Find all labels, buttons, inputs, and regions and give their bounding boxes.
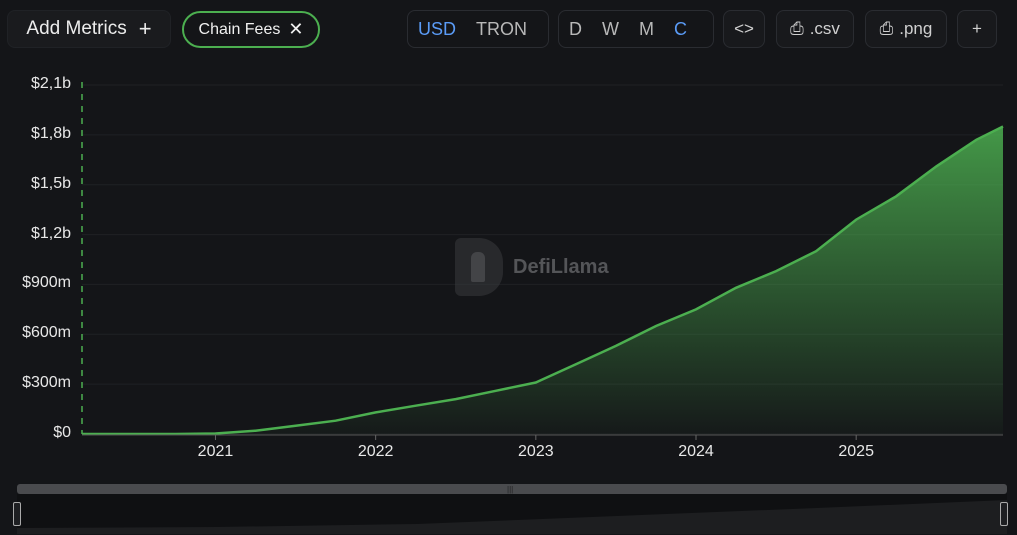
png-label: .png	[899, 19, 933, 38]
close-icon[interactable]: ✕	[288, 19, 304, 39]
y-tick-label: $1,8b	[30, 124, 71, 142]
currency-toggle: USD TRON	[407, 10, 549, 48]
x-tick-label: 2022	[357, 443, 394, 460]
range-handle-right[interactable]	[1000, 502, 1008, 526]
range-brush-preview[interactable]	[17, 494, 1007, 534]
metric-chip-chain-fees[interactable]: Chain Fees ✕	[182, 11, 320, 48]
range-scrollbar[interactable]: |||	[17, 484, 1007, 494]
x-tick-label: 2025	[838, 443, 874, 460]
download-file-icon: ⎙	[879, 19, 894, 38]
series-area	[82, 126, 1003, 434]
download-png-button[interactable]: ⎙ .png	[865, 10, 947, 48]
csv-label: .csv	[809, 19, 840, 38]
x-tick-label: 2024	[678, 443, 714, 460]
granularity-option-c[interactable]: C	[674, 18, 687, 39]
x-axis-ticks	[214, 435, 857, 440]
y-tick-label: $900m	[22, 274, 71, 292]
x-tick-label: 2021	[197, 443, 234, 460]
plus-icon: +	[138, 16, 152, 41]
more-options-button[interactable]: +	[957, 10, 997, 48]
range-handle-left[interactable]	[13, 502, 21, 526]
y-tick-label: $1,2b	[30, 224, 71, 242]
y-tick-label: $0	[53, 424, 71, 441]
download-file-icon: ⎙	[790, 19, 804, 38]
metric-chip-label: Chain Fees	[198, 20, 281, 38]
embed-button[interactable]: <>	[723, 10, 765, 48]
download-csv-button[interactable]: ⎙ .csv	[776, 10, 854, 48]
watermark-text: DefiLlama	[513, 255, 609, 278]
plus-icon: +	[972, 19, 982, 38]
x-tick-label: 2023	[518, 443, 554, 460]
currency-option-usd[interactable]: USD	[418, 18, 457, 39]
add-metrics-label: Add Metrics	[26, 18, 127, 39]
y-tick-label: $600m	[22, 324, 71, 342]
granularity-option-w[interactable]: W	[602, 18, 619, 39]
code-icon: <>	[734, 19, 754, 38]
currency-option-tron[interactable]: TRON	[476, 18, 528, 39]
chart-toolbar: Add Metrics + Chain Fees ✕ USD TRON D W …	[0, 0, 1017, 60]
granularity-option-m[interactable]: M	[639, 18, 654, 39]
grip-icon: |||	[507, 485, 514, 494]
llama-logo-icon	[455, 238, 503, 296]
y-tick-label: $2,1b	[30, 75, 71, 92]
granularity-toggle: D W M C	[558, 10, 714, 48]
y-tick-label: $300m	[22, 374, 71, 392]
add-metrics-button[interactable]: Add Metrics +	[7, 10, 171, 48]
series-line	[82, 125, 1004, 436]
y-tick-label: $1,5b	[30, 174, 71, 192]
granularity-option-d[interactable]: D	[569, 18, 582, 39]
watermark: DefiLlama	[455, 238, 609, 296]
